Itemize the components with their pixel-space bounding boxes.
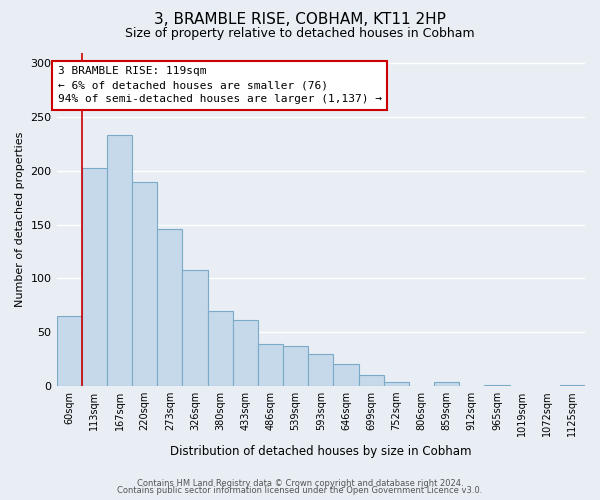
Text: 3, BRAMBLE RISE, COBHAM, KT11 2HP: 3, BRAMBLE RISE, COBHAM, KT11 2HP xyxy=(154,12,446,28)
Bar xyxy=(308,354,334,386)
Text: Contains HM Land Registry data © Crown copyright and database right 2024.: Contains HM Land Registry data © Crown c… xyxy=(137,478,463,488)
Text: Contains public sector information licensed under the Open Government Licence v3: Contains public sector information licen… xyxy=(118,486,482,495)
Bar xyxy=(208,310,233,386)
Bar xyxy=(283,346,308,386)
Y-axis label: Number of detached properties: Number of detached properties xyxy=(15,132,25,307)
Text: 3 BRAMBLE RISE: 119sqm
← 6% of detached houses are smaller (76)
94% of semi-deta: 3 BRAMBLE RISE: 119sqm ← 6% of detached … xyxy=(58,66,382,104)
Bar xyxy=(434,382,459,386)
X-axis label: Distribution of detached houses by size in Cobham: Distribution of detached houses by size … xyxy=(170,444,472,458)
Bar xyxy=(132,182,157,386)
Bar xyxy=(182,270,208,386)
Bar xyxy=(233,320,258,386)
Bar xyxy=(107,136,132,386)
Bar xyxy=(157,229,182,386)
Bar xyxy=(359,375,383,386)
Bar xyxy=(383,382,409,386)
Bar xyxy=(82,168,107,386)
Bar xyxy=(258,344,283,386)
Bar xyxy=(560,384,585,386)
Bar xyxy=(334,364,359,386)
Bar xyxy=(56,316,82,386)
Text: Size of property relative to detached houses in Cobham: Size of property relative to detached ho… xyxy=(125,28,475,40)
Bar xyxy=(484,384,509,386)
